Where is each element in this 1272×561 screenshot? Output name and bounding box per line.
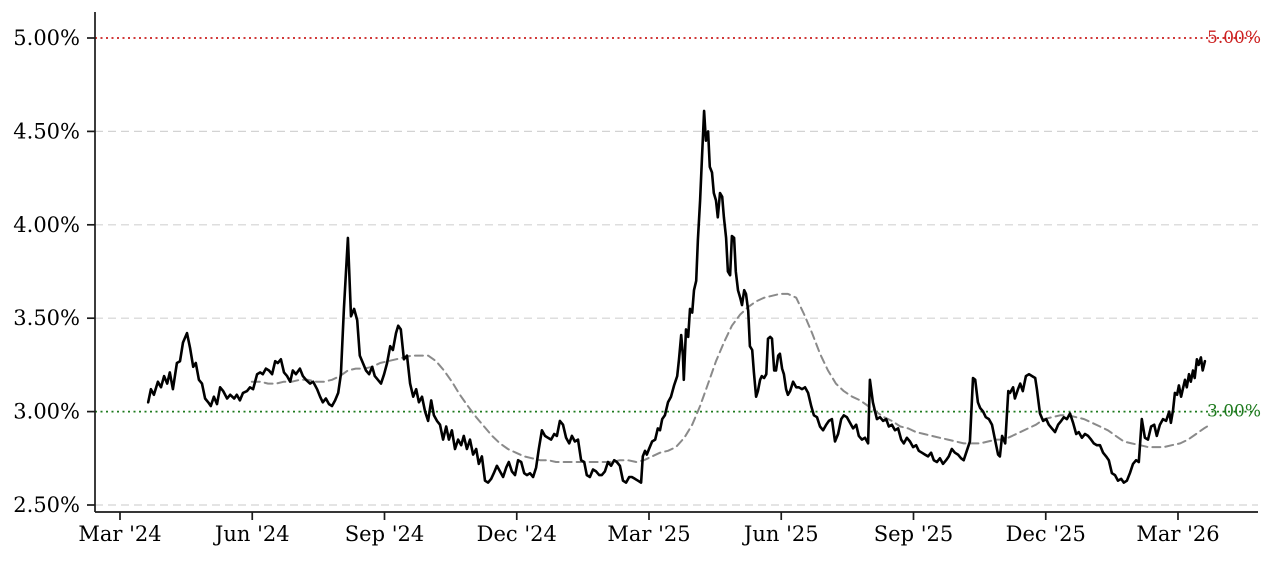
- x-tick-label: Mar '25: [607, 522, 690, 546]
- y-tick-label: 3.50%: [13, 306, 80, 330]
- y-tick-label: 5.00%: [13, 26, 80, 50]
- x-tick-label: Sep '24: [345, 522, 424, 546]
- x-tick-label: Sep '25: [874, 522, 953, 546]
- y-tick-label: 4.50%: [13, 119, 80, 143]
- series-line-series-1-daily: [146, 109, 1207, 484]
- y-tick-label: 2.50%: [13, 493, 80, 517]
- x-tick-label: Jun '24: [213, 522, 290, 546]
- threshold-label: 3.00%: [1207, 402, 1261, 422]
- x-tick-label: Mar '26: [1136, 522, 1219, 546]
- y-tick-label: 3.00%: [13, 400, 80, 424]
- x-tick-label: Dec '24: [477, 522, 557, 546]
- x-tick-label: Dec '25: [1006, 522, 1086, 546]
- x-tick-label: Jun '25: [742, 522, 819, 546]
- threshold-label: 5.00%: [1207, 28, 1261, 48]
- y-tick-label: 4.00%: [13, 213, 80, 237]
- x-tick-label: Mar '24: [78, 522, 161, 546]
- series-line-series-2-smoothed: [250, 292, 1209, 463]
